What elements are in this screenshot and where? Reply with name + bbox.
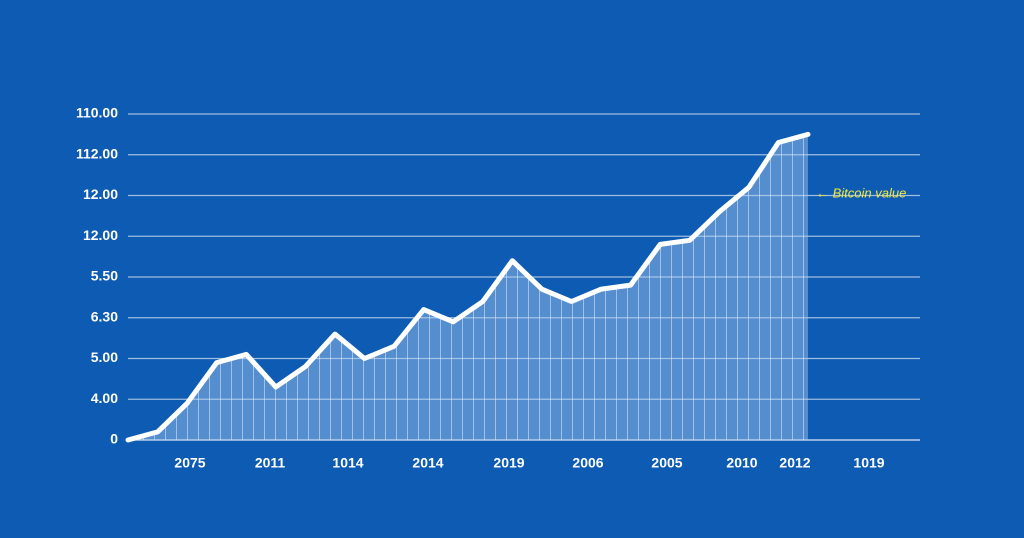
- y-tick-label: 6.30: [91, 308, 118, 324]
- y-tick-label: 110.00: [76, 105, 118, 121]
- x-tick-label: 2075: [174, 455, 205, 471]
- x-tick-label: 2010: [726, 455, 757, 471]
- x-tick-label: 2006: [572, 455, 603, 471]
- y-tick-label: 4.00: [91, 390, 118, 406]
- y-tick-label: 12.00: [83, 227, 118, 243]
- x-tick-label: 1014: [332, 455, 363, 471]
- y-tick-label: 12.00: [83, 186, 118, 202]
- y-tick-label: 0: [110, 431, 118, 447]
- x-tick-label: 2011: [255, 455, 286, 471]
- y-tick-label: 5.50: [91, 268, 118, 284]
- x-tick-label: 2005: [651, 455, 682, 471]
- x-tick-label: 2019: [493, 455, 524, 471]
- x-tick-label: 1019: [853, 455, 884, 471]
- area: [128, 134, 808, 440]
- x-tick-label: 2012: [779, 455, 810, 471]
- y-tick-label: 5.00: [91, 349, 118, 365]
- x-tick-label: 2014: [412, 455, 443, 471]
- annotation: ← Bitcoin value: [816, 185, 906, 200]
- line: [125, 131, 811, 443]
- y-tick-label: 112.00: [76, 145, 118, 161]
